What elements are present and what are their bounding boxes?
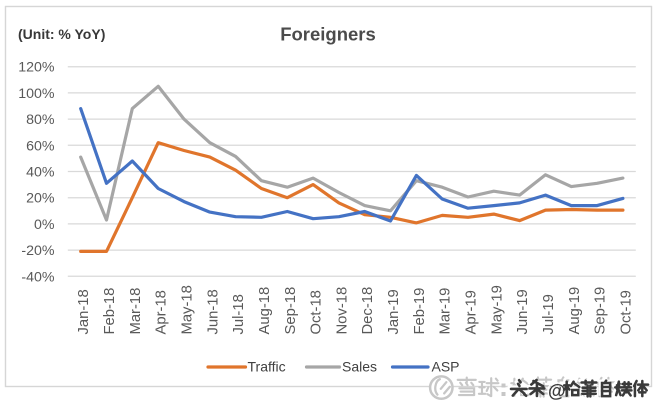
svg-text:80%: 80%	[26, 112, 55, 128]
svg-text:(Unit: % YoY): (Unit: % YoY)	[18, 26, 105, 42]
svg-text:Jul-19: Jul-19	[541, 294, 557, 334]
svg-text:Dec-18: Dec-18	[360, 287, 376, 335]
svg-text:40%: 40%	[26, 165, 55, 181]
svg-text:Nov-18: Nov-18	[334, 287, 350, 335]
svg-text:Sep-18: Sep-18	[283, 287, 299, 335]
svg-text:Jun-19: Jun-19	[515, 289, 531, 334]
svg-text:ASP: ASP	[432, 359, 460, 375]
svg-text:-20%: -20%	[21, 243, 55, 259]
svg-text:60%: 60%	[26, 138, 55, 154]
svg-text:Jan-18: Jan-18	[76, 289, 92, 334]
svg-text:Aug-19: Aug-19	[567, 287, 583, 335]
svg-text:Foreigners: Foreigners	[280, 24, 376, 45]
svg-text:Sep-19: Sep-19	[593, 287, 609, 335]
svg-text:Mar-19: Mar-19	[438, 288, 454, 335]
svg-text:May-18: May-18	[180, 285, 196, 334]
svg-text:Traffic: Traffic	[248, 359, 286, 375]
svg-text:20%: 20%	[26, 191, 55, 207]
svg-text:Jan-19: Jan-19	[386, 289, 402, 334]
svg-text:Apr-18: Apr-18	[154, 290, 170, 334]
svg-text:Jun-18: Jun-18	[205, 289, 221, 334]
svg-text:Sales: Sales	[342, 359, 377, 375]
svg-text:Aug-18: Aug-18	[257, 287, 273, 335]
svg-text:Oct-19: Oct-19	[618, 290, 634, 334]
svg-text:@: @	[546, 379, 564, 399]
svg-text:Feb-18: Feb-18	[102, 288, 118, 335]
svg-text:120%: 120%	[18, 60, 55, 76]
svg-text:Jul-18: Jul-18	[231, 294, 247, 334]
svg-text:Mar-18: Mar-18	[128, 288, 144, 335]
svg-text:@: @	[548, 381, 566, 401]
svg-text:Apr-19: Apr-19	[464, 290, 480, 334]
svg-text:-40%: -40%	[21, 269, 55, 285]
svg-text:May-19: May-19	[489, 285, 505, 334]
svg-text:0%: 0%	[34, 217, 55, 233]
svg-text:Oct-18: Oct-18	[309, 290, 325, 334]
svg-text:Feb-19: Feb-19	[412, 288, 428, 335]
svg-text:100%: 100%	[18, 86, 55, 102]
